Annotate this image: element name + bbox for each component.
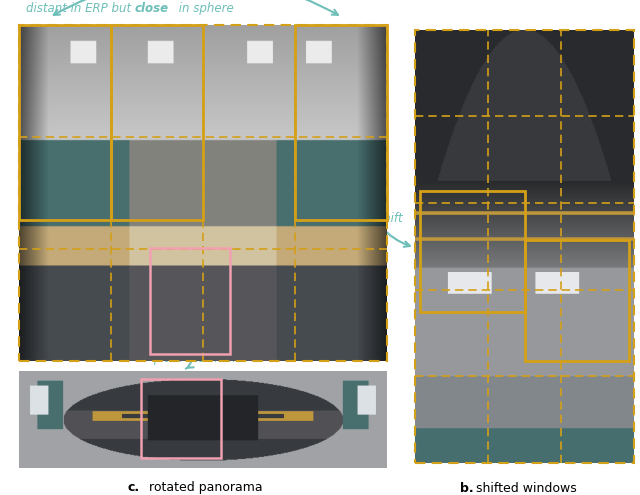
Text: rotated panorama: rotated panorama <box>145 481 262 494</box>
Text: shift: shift <box>378 212 404 225</box>
Text: original windows: original windows <box>149 379 258 392</box>
Text: a.: a. <box>143 379 156 392</box>
Text: in sphere: in sphere <box>175 2 234 15</box>
Text: close: close <box>135 2 169 15</box>
Text: distant in ERP but: distant in ERP but <box>26 2 135 15</box>
Text: b.: b. <box>460 482 474 495</box>
Text: c.: c. <box>127 481 139 494</box>
Text: shifted windows: shifted windows <box>472 482 577 495</box>
Text: pitch attention: pitch attention <box>153 352 240 365</box>
